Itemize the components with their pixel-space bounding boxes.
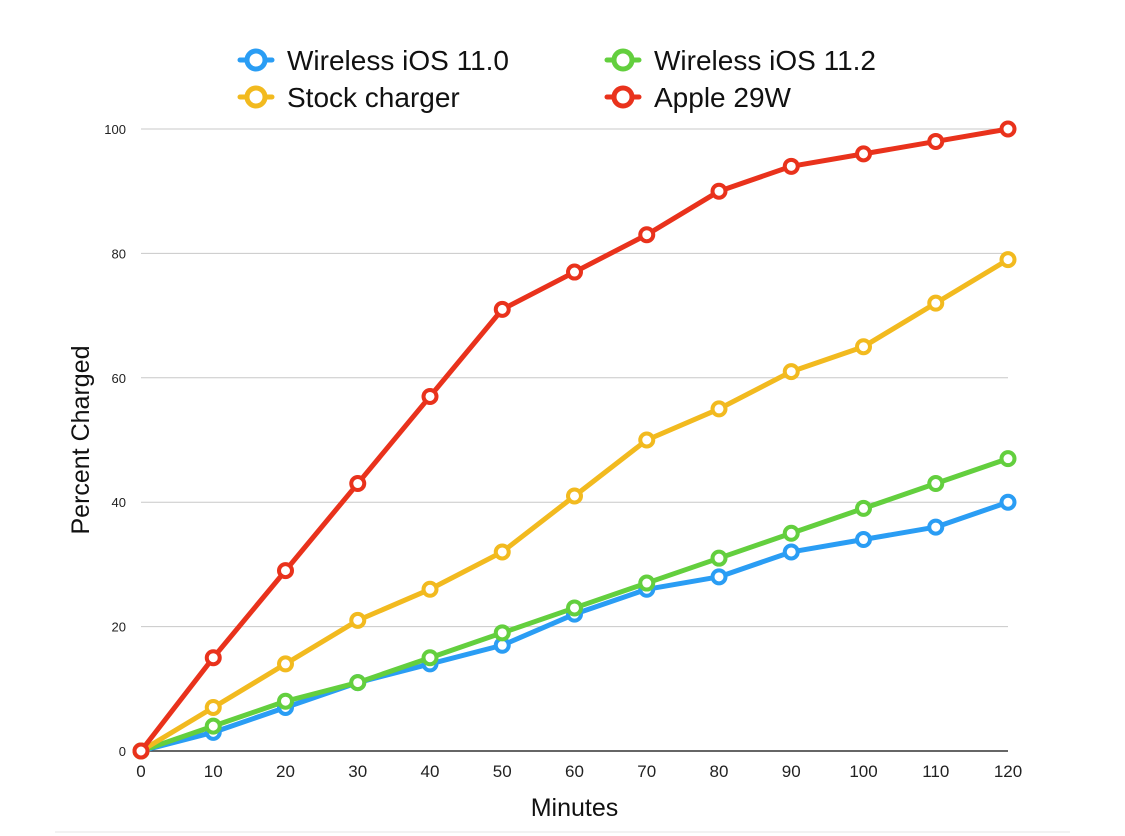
data-point	[638, 226, 656, 244]
legend-label: Apple 29W	[654, 82, 792, 113]
legend-swatch-marker	[244, 48, 268, 72]
data-point	[349, 674, 367, 692]
data-point	[855, 338, 872, 356]
series-apple-29w	[132, 120, 1017, 760]
y-axis-title: Percent Charged	[67, 345, 95, 534]
data-point	[204, 649, 222, 667]
data-point	[566, 487, 583, 505]
data-point	[132, 742, 150, 760]
series-layer	[132, 120, 1017, 760]
x-tick-label: 70	[637, 762, 656, 781]
data-point	[566, 599, 583, 617]
legend-label: Wireless iOS 11.0	[287, 45, 509, 76]
data-point	[421, 580, 439, 598]
data-point	[782, 543, 800, 561]
legend-swatch-marker	[611, 48, 635, 72]
data-point	[349, 475, 367, 493]
legend-swatch-marker	[244, 85, 268, 109]
data-point	[349, 611, 367, 629]
data-point	[638, 431, 656, 449]
legend-swatch-marker	[611, 85, 635, 109]
legend-label: Wireless iOS 11.2	[654, 45, 876, 76]
data-point	[782, 363, 800, 381]
x-tick-label: 120	[994, 762, 1022, 781]
legend-item: Wireless iOS 11.0	[237, 45, 509, 76]
legend: Wireless iOS 11.0 Wireless iOS 11.2 Stock …	[237, 45, 876, 113]
x-tick-label: 110	[922, 762, 949, 781]
y-tick-label: 20	[112, 620, 126, 635]
x-tick-label: 10	[204, 762, 223, 781]
data-point	[927, 132, 945, 150]
data-point	[855, 145, 872, 163]
data-point	[493, 543, 511, 561]
data-point	[999, 120, 1017, 138]
legend-item: Apple 29W	[604, 82, 792, 113]
data-point	[421, 387, 439, 405]
series-wireless-ios-11-2	[132, 450, 1017, 760]
y-tick-label: 40	[112, 495, 126, 510]
y-tick-label: 100	[104, 122, 126, 137]
data-point	[999, 251, 1017, 269]
data-point	[927, 294, 945, 312]
data-point	[421, 649, 439, 667]
x-tick-label: 20	[276, 762, 295, 781]
y-tick-label: 80	[112, 246, 126, 261]
x-tick-label: 0	[136, 762, 145, 781]
data-point	[493, 624, 511, 642]
y-tick-label: 60	[112, 371, 126, 386]
x-tick-label: 40	[421, 762, 440, 781]
data-point	[277, 655, 294, 673]
data-point	[999, 450, 1017, 468]
legend-item: Stock charger	[237, 82, 460, 113]
data-point	[638, 574, 656, 592]
x-tick-label: 80	[710, 762, 729, 781]
x-tick-label: 90	[782, 762, 801, 781]
data-point	[710, 568, 728, 586]
data-point	[277, 692, 294, 710]
data-point	[927, 518, 945, 536]
x-tick-label: 100	[849, 762, 877, 781]
data-point	[855, 499, 872, 517]
data-point	[710, 549, 728, 567]
data-point	[710, 182, 728, 200]
legend-label: Stock charger	[287, 82, 460, 113]
x-axis-ticks: 0 10 20 30 40 50 60 70 80 90 100 110 120	[136, 762, 1022, 781]
data-point	[204, 698, 222, 716]
data-point	[566, 263, 583, 281]
y-axis-ticks: 0 20 40 60 80 100	[104, 122, 126, 759]
x-axis-title: Minutes	[531, 794, 619, 822]
data-point	[999, 493, 1017, 511]
data-point	[855, 531, 872, 549]
x-tick-label: 30	[348, 762, 367, 781]
data-point	[782, 157, 800, 175]
y-tick-label: 0	[119, 744, 126, 759]
data-point	[710, 400, 728, 418]
data-point	[493, 300, 511, 318]
gridlines	[141, 128, 1008, 628]
x-tick-label: 50	[493, 762, 512, 781]
data-point	[927, 475, 945, 493]
data-point	[277, 562, 294, 580]
data-point	[204, 717, 222, 735]
legend-item: Wireless iOS 11.2	[604, 45, 876, 76]
data-point	[782, 524, 800, 542]
series-line	[138, 126, 1011, 754]
x-tick-label: 60	[565, 762, 584, 781]
series-stock-charger	[132, 251, 1017, 760]
